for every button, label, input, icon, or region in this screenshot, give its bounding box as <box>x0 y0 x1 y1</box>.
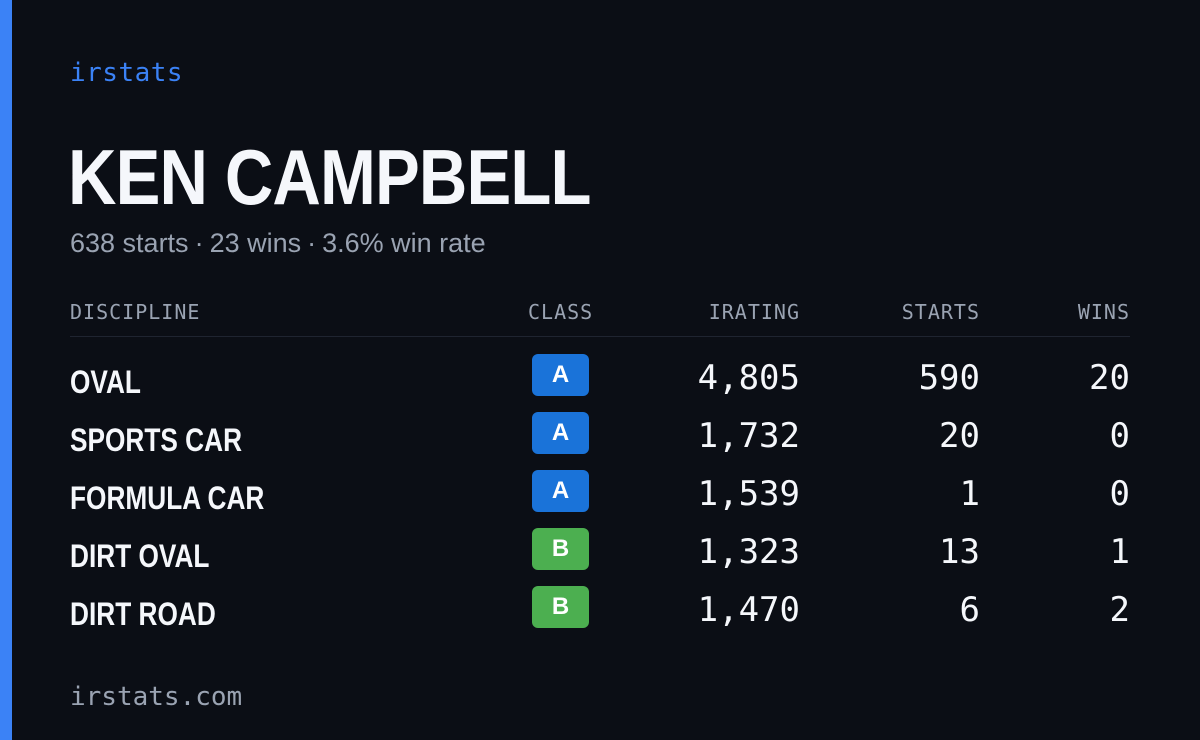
driver-name: KEN CAMPBELL <box>68 133 591 221</box>
table-row: OVAL A 4,805 590 20 <box>70 348 1130 406</box>
header-wins: WINS <box>1077 300 1130 324</box>
table-row: DIRT OVAL B 1,323 13 1 <box>70 522 1130 580</box>
class-badge: B <box>532 586 589 628</box>
discipline-name: SPORTS CAR <box>70 422 243 458</box>
stats-table: OVAL A 4,805 590 20 SPORTS CAR A 1,732 2… <box>70 348 1130 638</box>
class-badge: A <box>532 412 589 454</box>
wins-value: 1 <box>1109 532 1130 572</box>
discipline-name: DIRT ROAD <box>70 596 216 632</box>
irating-value: 1,539 <box>697 474 800 514</box>
starts-value: 1 <box>959 474 980 514</box>
separator: · <box>194 228 204 258</box>
discipline-name: FORMULA CAR <box>70 480 265 516</box>
separator: · <box>307 228 317 258</box>
brand-logo[interactable]: irstats <box>70 58 184 88</box>
footer-url[interactable]: irstats.com <box>70 682 243 712</box>
header-starts: STARTS <box>901 300 980 324</box>
irating-value: 1,323 <box>697 532 800 572</box>
table-row: SPORTS CAR A 1,732 20 0 <box>70 406 1130 464</box>
accent-bar <box>0 0 12 740</box>
driver-summary: 638 starts · 23 wins · 3.6% win rate <box>70 228 486 259</box>
table-row: FORMULA CAR A 1,539 1 0 <box>70 464 1130 522</box>
starts-value: 20 <box>939 416 980 456</box>
header-class: CLASS <box>528 300 594 324</box>
wins-summary: 23 wins <box>209 228 302 258</box>
class-badge: B <box>532 528 589 570</box>
discipline-name: OVAL <box>70 364 141 400</box>
starts-summary: 638 starts <box>70 228 189 258</box>
starts-value: 590 <box>918 358 980 398</box>
starts-value: 13 <box>939 532 980 572</box>
table-row: DIRT ROAD B 1,470 6 2 <box>70 580 1130 638</box>
header-divider <box>70 336 1130 337</box>
wins-value: 2 <box>1109 590 1130 630</box>
wins-value: 20 <box>1089 358 1130 398</box>
irating-value: 4,805 <box>697 358 800 398</box>
header-discipline: DISCIPLINE <box>70 300 201 324</box>
header-irating: IRATING <box>708 300 800 324</box>
class-badge: A <box>532 470 589 512</box>
win-rate-summary: 3.6% win rate <box>322 228 486 258</box>
starts-value: 6 <box>959 590 980 630</box>
discipline-name: DIRT OVAL <box>70 538 210 574</box>
wins-value: 0 <box>1109 416 1130 456</box>
irating-value: 1,470 <box>697 590 800 630</box>
table-header: DISCIPLINE CLASS IRATING STARTS WINS <box>70 300 1130 336</box>
irating-value: 1,732 <box>697 416 800 456</box>
wins-value: 0 <box>1109 474 1130 514</box>
class-badge: A <box>532 354 589 396</box>
